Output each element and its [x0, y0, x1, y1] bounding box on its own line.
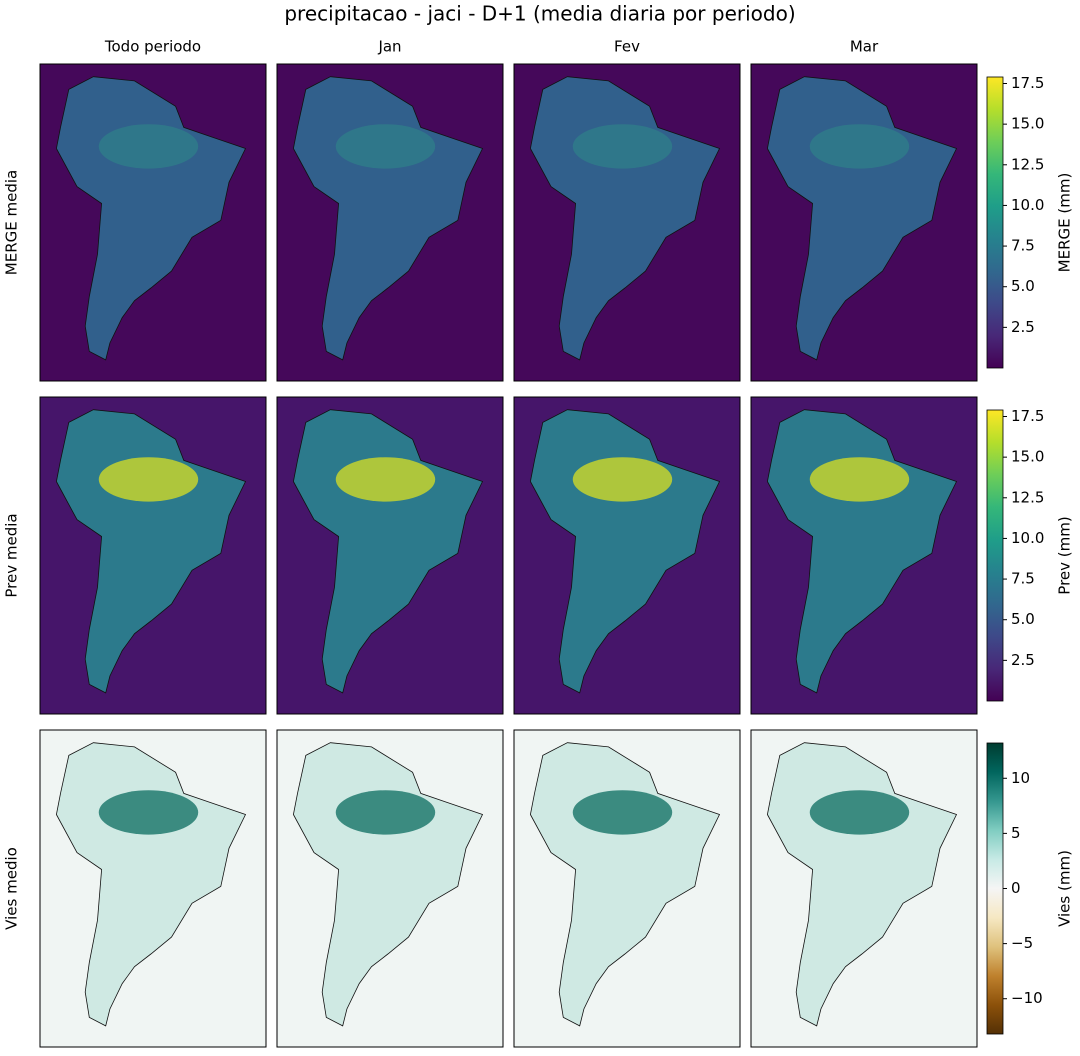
colorbar-tick-label: 12.5: [1011, 155, 1044, 173]
continent: [292, 76, 484, 361]
column-title: Todo periodo: [104, 38, 201, 56]
map-frame: [39, 729, 267, 1048]
map-frame: [750, 729, 978, 1048]
colorbar: [986, 409, 1004, 702]
rain-area: [98, 124, 199, 169]
rain-area: [809, 457, 910, 502]
figure-title: precipitacao - jaci - D+1 (media diaria …: [284, 2, 795, 26]
map-frame: [750, 63, 978, 382]
column-title: Fev: [614, 38, 640, 56]
rain-area: [572, 124, 673, 169]
colorbar-tick-label: 10.0: [1011, 196, 1044, 214]
rain-area: [98, 790, 199, 835]
row-label: MERGE media: [3, 170, 21, 275]
map-panel: [513, 63, 741, 382]
colorbar-label: Vies (mm): [1056, 850, 1074, 927]
colorbar-tick-label: 5.0: [1011, 610, 1035, 628]
rain-area: [809, 790, 910, 835]
row-label: Vies medio: [3, 847, 21, 930]
rain-area: [335, 457, 436, 502]
colorbar-tick-label: 7.5: [1011, 237, 1035, 255]
colorbar-tick-label: 15.0: [1011, 448, 1044, 466]
map-panel: [513, 396, 741, 715]
row-label: Prev media: [3, 513, 21, 597]
rain-area: [335, 124, 436, 169]
map-panel: [39, 729, 267, 1048]
map-frame: [513, 729, 741, 1048]
map-panel: [750, 63, 978, 382]
colorbar-tick-label: 10: [1011, 769, 1030, 787]
colorbar-label: Prev (mm): [1056, 516, 1074, 594]
continent: [529, 76, 721, 361]
map-panel: [276, 63, 504, 382]
map-panel: [750, 729, 978, 1048]
colorbar-tick-label: 15.0: [1011, 115, 1044, 133]
rain-area: [809, 124, 910, 169]
map-panel: [276, 396, 504, 715]
colorbar-tick-label: 7.5: [1011, 570, 1035, 588]
colorbar-tick-label: 2.5: [1011, 651, 1035, 669]
colorbar-tick-label: −10: [1011, 989, 1043, 1007]
colorbar-tick-label: 5.0: [1011, 277, 1035, 295]
colorbar-tick-label: 2.5: [1011, 318, 1035, 336]
map-panel: [513, 729, 741, 1048]
map-panel: [39, 63, 267, 382]
map-frame: [513, 63, 741, 382]
map-panel: [750, 396, 978, 715]
rain-area: [572, 457, 673, 502]
colorbar: [986, 742, 1004, 1035]
map-frame: [276, 729, 504, 1048]
continent: [55, 76, 247, 361]
column-title: Jan: [377, 38, 401, 56]
column-title: Mar: [850, 38, 879, 56]
colorbar-tick-label: −5: [1011, 934, 1033, 952]
rain-area: [98, 457, 199, 502]
colorbar-tick-label: 5: [1011, 824, 1021, 842]
colorbar-tick-label: 17.5: [1011, 407, 1044, 425]
colorbar: [986, 76, 1004, 369]
colorbar-tick-label: 17.5: [1011, 74, 1044, 92]
map-frame: [39, 63, 267, 382]
rain-area: [572, 790, 673, 835]
map-frame: [276, 63, 504, 382]
colorbar-label: MERGE (mm): [1056, 173, 1074, 273]
map-frame: [39, 396, 267, 715]
continent: [766, 76, 958, 361]
map-panel: [276, 729, 504, 1048]
colorbar-tick-label: 0: [1011, 879, 1021, 897]
rain-area: [335, 790, 436, 835]
colorbar-tick-label: 10.0: [1011, 529, 1044, 547]
map-frame: [513, 396, 741, 715]
colorbar-tick-label: 12.5: [1011, 488, 1044, 506]
map-frame: [276, 396, 504, 715]
map-panel: [39, 396, 267, 715]
map-frame: [750, 396, 978, 715]
